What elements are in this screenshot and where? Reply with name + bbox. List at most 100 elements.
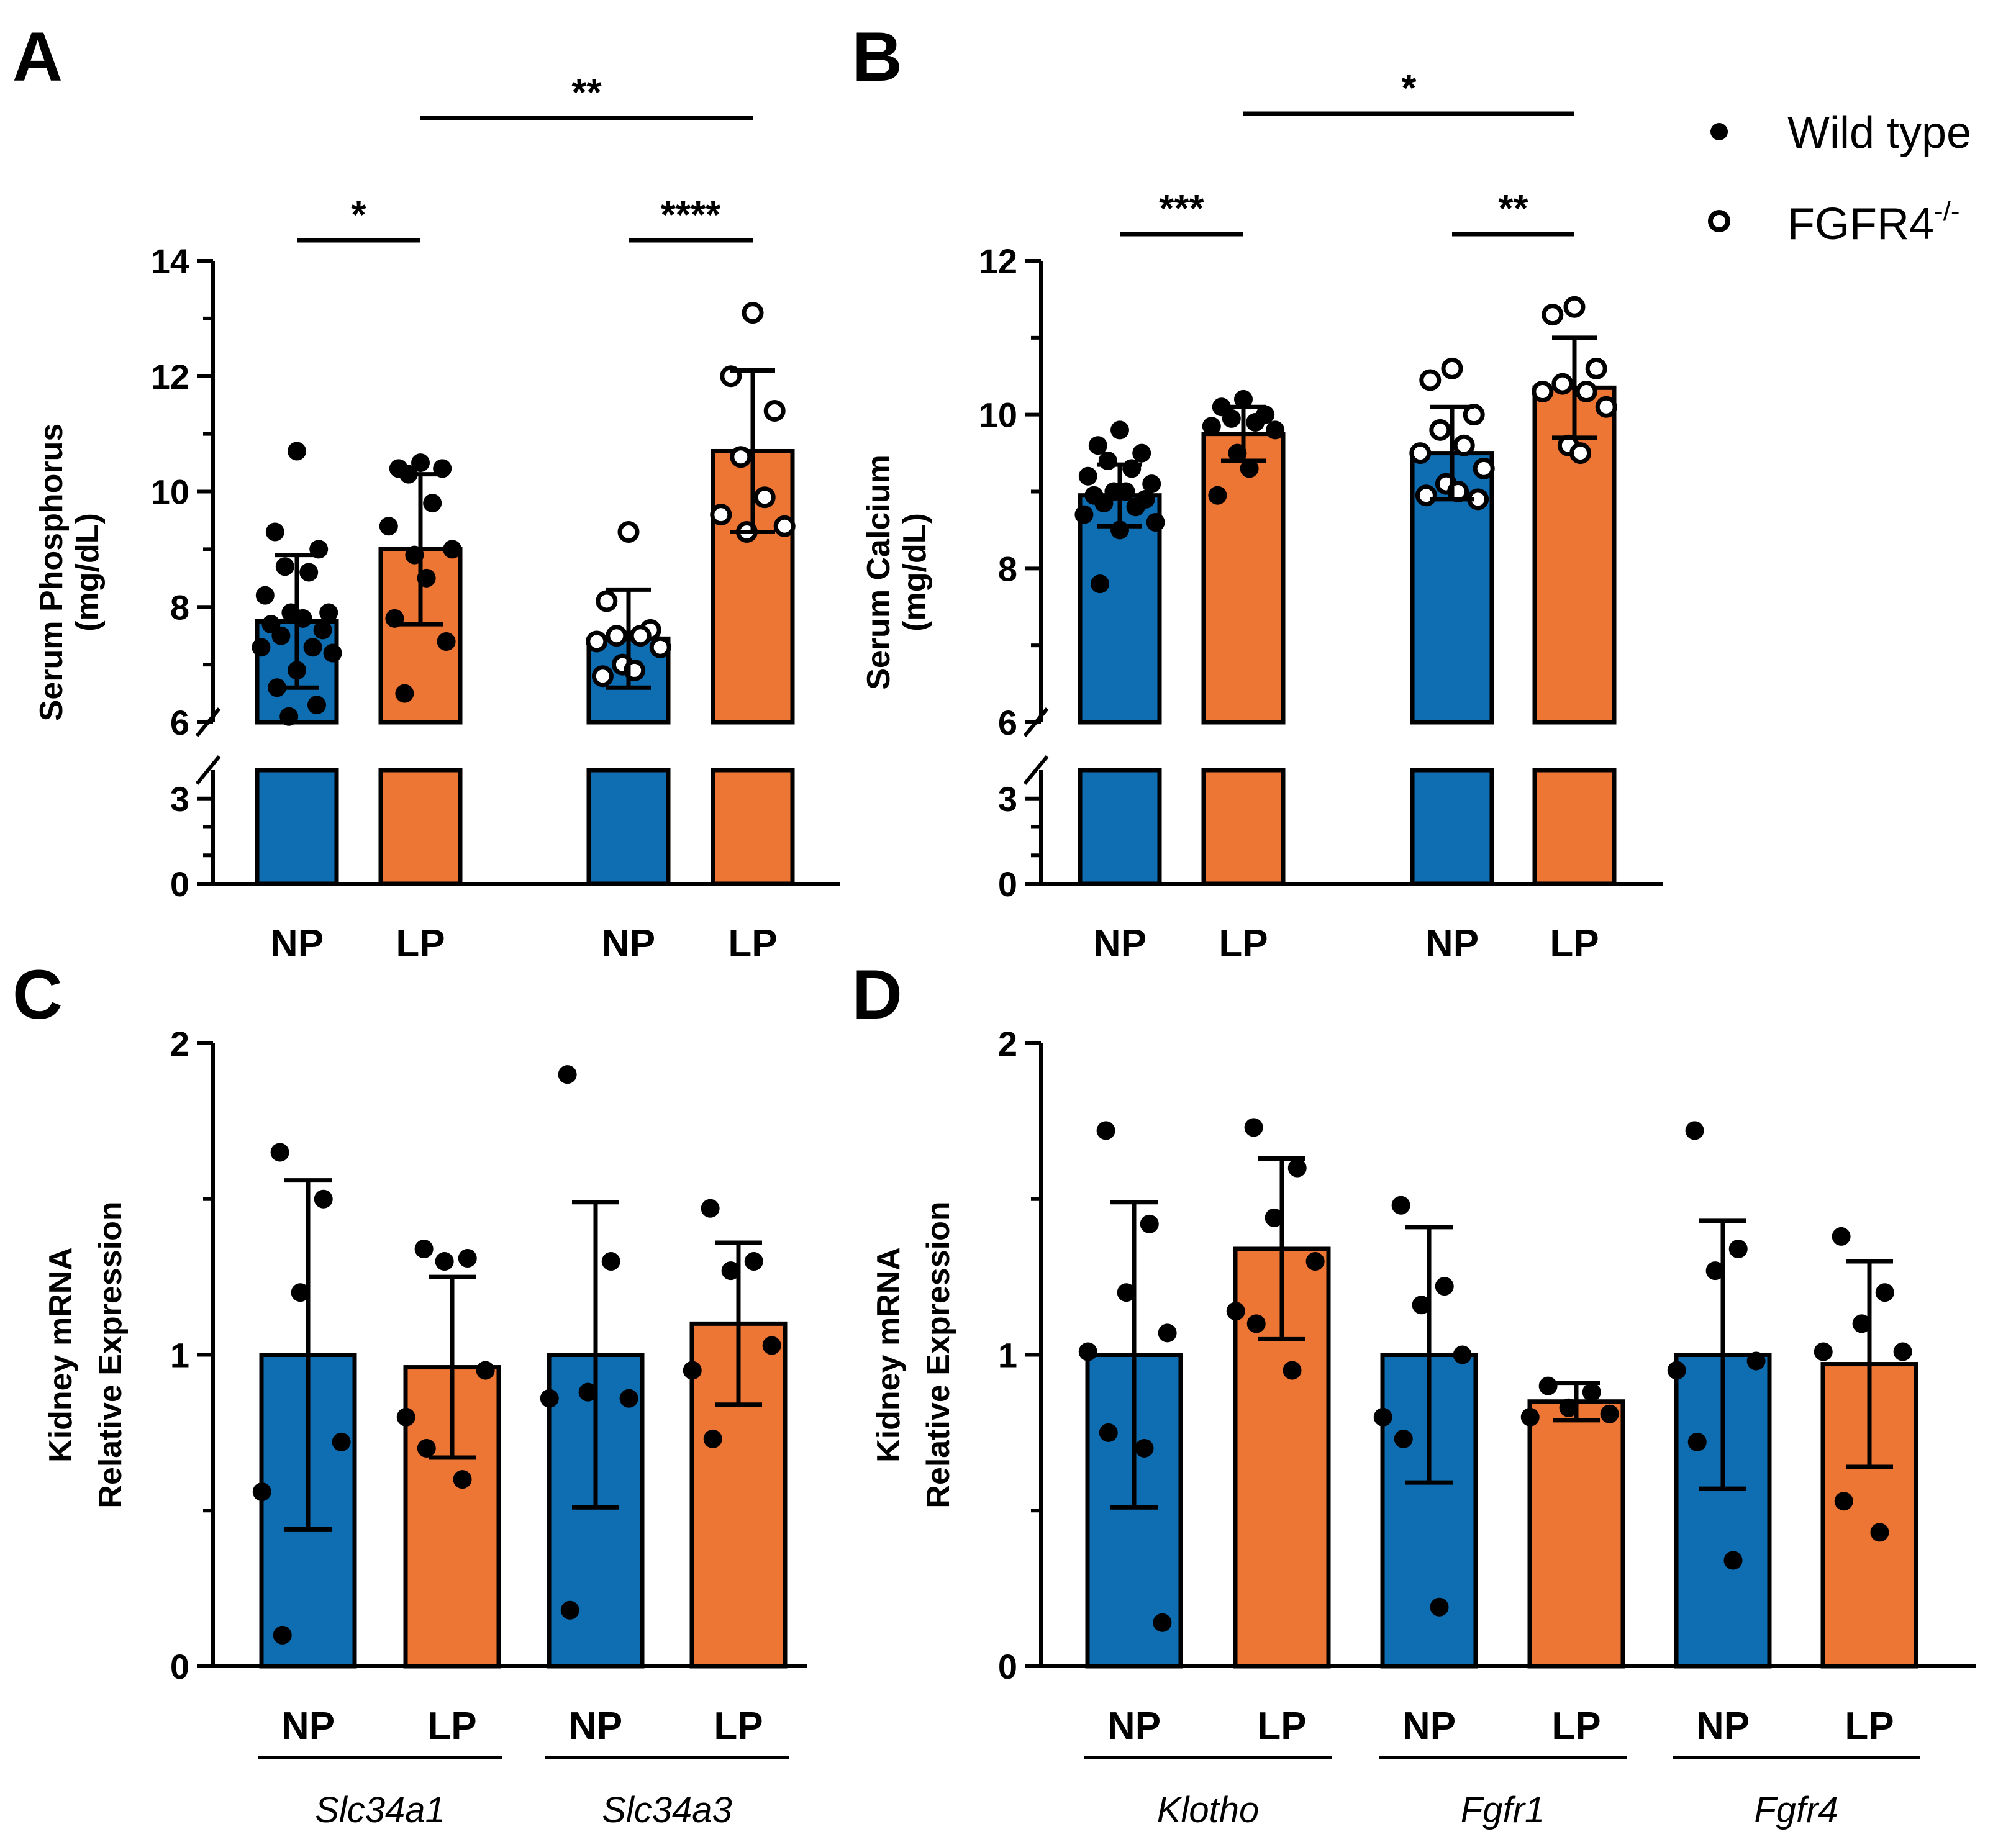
data-point (252, 638, 271, 657)
data-point (1453, 434, 1475, 456)
data-point (1520, 1407, 1540, 1427)
data-point (1078, 1342, 1097, 1361)
data-point (1091, 574, 1109, 594)
y-tick-label: 3 (998, 779, 1017, 819)
data-point (435, 1252, 454, 1271)
data-point (1667, 1361, 1686, 1380)
data-point (319, 603, 338, 622)
data-point (1852, 1314, 1871, 1333)
y-tick-label: 1 (170, 1336, 189, 1375)
data-point (710, 504, 732, 526)
data-point (1723, 1551, 1743, 1570)
data-point (1569, 442, 1592, 465)
data-point (629, 625, 652, 647)
x-category-label: NP (1107, 1705, 1161, 1748)
data-point (1870, 1523, 1889, 1542)
data-point (1146, 513, 1165, 532)
data-point (617, 521, 640, 543)
axis-break-mark (1023, 755, 1049, 785)
panel-d-kidney-fgf-receptors: 0 1 2 Kidney mRNA Relative Expression NP LP NP L… (871, 1024, 1976, 1830)
data-point (1222, 409, 1241, 428)
data-point (1088, 436, 1107, 455)
y-axis-title-line2: (mg/dL) (70, 513, 106, 632)
data-point (1875, 1283, 1894, 1302)
y-tick-label: 2 (998, 1024, 1017, 1063)
x-category-label: LP (1257, 1705, 1306, 1748)
y-tick-label: 8 (998, 549, 1017, 588)
x-category-label: LP (1845, 1705, 1894, 1748)
data-point (332, 1432, 351, 1451)
data-point (291, 1283, 310, 1302)
y-axis-title-line2: (mg/dL) (897, 513, 933, 632)
data-point (1705, 1261, 1725, 1281)
data-point (762, 1336, 781, 1355)
panel-letter-b: B (852, 18, 902, 96)
data-point (1453, 1345, 1472, 1364)
bar-lower-segment (1078, 768, 1162, 886)
panel-letter-c: C (12, 956, 63, 1033)
data-point (1419, 369, 1442, 391)
data-point (1538, 1376, 1558, 1395)
panel-a-serum-phosphorus: 6 8 10 12 14 0 3 Serum Phosphorus(mg/dL) NP LP NP L… (34, 71, 840, 965)
significance-label: ** (571, 71, 602, 114)
y-axis-title-line2: Relative Expression (93, 1201, 129, 1508)
data-point (1600, 1404, 1619, 1423)
data-point (1728, 1239, 1748, 1258)
x-category-label: NP (602, 922, 655, 965)
data-point (1122, 459, 1142, 478)
data-point (1409, 442, 1432, 465)
data-point (773, 515, 796, 537)
data-point (1153, 1613, 1172, 1632)
data-point (1283, 1361, 1302, 1380)
data-point (683, 1361, 702, 1380)
data-point (1246, 413, 1265, 432)
x-category-label: NP (281, 1705, 335, 1748)
data-point (1265, 1208, 1284, 1227)
y-axis-title-line1: Serum Calcium (861, 455, 897, 690)
gene-label: Fgfr4 (1754, 1790, 1838, 1830)
y-axis-title: Serum Phosphorus(mg/dL) (34, 424, 106, 722)
bar-lower-segment (378, 768, 463, 886)
bar-lower-segment (1532, 768, 1617, 886)
data-point (271, 626, 291, 645)
bar (1532, 385, 1617, 725)
panel-c-kidney-phosphate-transporters: 0 1 2 Kidney mRNA Relative Expression NP LP NP L… (43, 1024, 807, 1830)
bar-lower-segment (255, 768, 339, 886)
y-tick-label: 2 (170, 1024, 189, 1063)
data-point (1305, 1252, 1325, 1271)
data-point (1429, 419, 1451, 441)
gene-label: Slc34a3 (602, 1790, 732, 1830)
data-point (1575, 381, 1597, 403)
data-point (1551, 373, 1574, 395)
legend-label-wild-type: Wild type (1787, 108, 1971, 158)
data-point (1394, 1429, 1413, 1448)
data-point (1893, 1342, 1912, 1361)
data-point (1685, 1121, 1704, 1140)
y-axis-title-line1: Kidney mRNA (43, 1247, 79, 1463)
data-point (596, 590, 618, 612)
data-point (307, 696, 326, 715)
data-point (1391, 1196, 1410, 1215)
data-point (601, 1252, 620, 1271)
gene-label: Slc34a1 (315, 1790, 445, 1830)
y-axis-title: Serum Calcium(mg/dL) (861, 455, 933, 690)
y-axis-title: Kidney mRNA Relative Expression (871, 1201, 956, 1508)
data-point (1412, 1296, 1431, 1315)
significance-label: ** (1498, 188, 1528, 230)
x-category-label: LP (714, 1705, 763, 1748)
data-point (1746, 1351, 1766, 1371)
y-tick-label: 10 (151, 473, 189, 512)
data-point (1126, 497, 1145, 517)
significance-label: * (351, 194, 366, 237)
data-point (591, 665, 614, 688)
data-point (1373, 1407, 1392, 1427)
data-point (270, 1143, 289, 1162)
y-tick-label: 6 (170, 703, 189, 742)
x-category-label: NP (270, 922, 324, 965)
data-point (1202, 417, 1221, 436)
data-point (265, 522, 284, 542)
data-point (279, 707, 299, 726)
data-point (606, 625, 628, 647)
